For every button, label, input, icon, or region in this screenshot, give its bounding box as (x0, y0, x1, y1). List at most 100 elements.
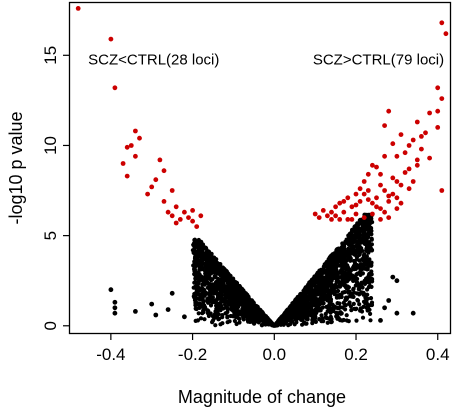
nonsignificant-point (203, 262, 208, 267)
nonsignificant-point (309, 277, 314, 282)
significant-point (386, 215, 392, 221)
significant-point (133, 153, 138, 159)
nonsignificant-point (347, 234, 352, 239)
nonsignificant-point (355, 282, 360, 287)
outlier-point (394, 310, 400, 316)
nonsignificant-point (204, 255, 209, 260)
significant-point (382, 123, 387, 128)
nonsignificant-point (334, 277, 339, 282)
nonsignificant-point (318, 287, 323, 292)
nonsignificant-point (236, 316, 241, 321)
nonsignificant-point (367, 307, 372, 312)
nonsignificant-point (333, 258, 339, 263)
nonsignificant-point (198, 316, 204, 321)
nonsignificant-point (337, 301, 342, 306)
significant-point (165, 209, 171, 215)
significant-point (320, 208, 326, 213)
nonsignificant-point (200, 282, 205, 287)
significant-point (173, 220, 179, 226)
significant-point (398, 200, 404, 206)
nonsignificant-point (344, 313, 349, 318)
nonsignificant-point (272, 323, 277, 328)
nonsignificant-point (225, 320, 230, 325)
significant-point (365, 197, 371, 203)
nonsignificant-point (208, 251, 213, 257)
nonsignificant-point (208, 292, 213, 298)
significant-point (120, 161, 126, 166)
nonsignificant-point (335, 272, 340, 277)
nonsignificant-point (345, 285, 350, 290)
nonsignificant-point (249, 312, 254, 317)
nonsignificant-point (241, 305, 246, 310)
outlier-point (112, 310, 118, 316)
significant-point (394, 179, 400, 184)
nonsignificant-point (232, 312, 237, 317)
nonsignificant-point (365, 217, 370, 223)
nonsignificant-point (224, 305, 229, 310)
nonsignificant-point (367, 280, 372, 285)
nonsignificant-point (294, 300, 299, 305)
nonsignificant-point (321, 264, 327, 269)
significant-point (161, 199, 167, 204)
nonsignificant-point (213, 323, 218, 328)
nonsignificant-point (328, 275, 334, 280)
nonsignificant-point (192, 237, 197, 243)
nonsignificant-point (339, 254, 344, 259)
nonsignificant-point (245, 295, 250, 300)
nonsignificant-point (344, 295, 349, 300)
nonsignificant-point (261, 321, 266, 326)
significant-point (378, 182, 383, 188)
significant-point (390, 141, 396, 147)
significant-point (414, 119, 420, 125)
significant-point (398, 132, 404, 138)
outlier-point (382, 305, 387, 311)
nonsignificant-point (193, 259, 198, 265)
nonsignificant-point (323, 288, 328, 293)
significant-point (435, 125, 441, 130)
nonsignificant-point (363, 295, 368, 300)
nonsignificant-point (200, 251, 205, 256)
significant-point (333, 213, 338, 219)
nonsignificant-point (341, 300, 346, 305)
nonsignificant-point (234, 321, 239, 327)
nonsignificant-point (197, 305, 202, 310)
outlier-point (182, 314, 187, 320)
nonsignificant-point (337, 306, 342, 311)
significant-point (406, 143, 412, 148)
significant-point (337, 200, 343, 206)
nonsignificant-point (252, 305, 257, 310)
nonsignificant-point (196, 237, 201, 243)
nonsignificant-point (350, 228, 355, 234)
significant-point (177, 217, 183, 222)
nonsignificant-point (330, 286, 335, 291)
nonsignificant-point (345, 265, 350, 270)
nonsignificant-point (359, 282, 364, 288)
outlier-point (386, 298, 392, 303)
nonsignificant-point (312, 276, 318, 281)
significant-point (402, 150, 408, 156)
y-axis-title: -log10 p value (6, 111, 26, 224)
nonsignificant-point (197, 262, 202, 267)
significant-point (337, 217, 343, 222)
nonsignificant-point (194, 286, 199, 292)
nonsignificant-point (300, 316, 305, 321)
significant-point (361, 215, 367, 221)
nonsignificant-point (362, 278, 367, 283)
significant-point (357, 186, 363, 192)
annotation-scz-higher: SCZ>CTRL(79 loci) (313, 51, 444, 68)
significant-point (124, 144, 130, 150)
nonsignificant-point (201, 298, 206, 303)
nonsignificant-point (213, 259, 218, 264)
significant-point (423, 130, 428, 136)
nonsignificant-point (343, 253, 348, 258)
outlier-point (149, 301, 155, 307)
nonsignificant-point (369, 284, 374, 289)
nonsignificant-point (261, 313, 266, 318)
x-axis-title: Magnitude of change (178, 387, 346, 407)
nonsignificant-point (340, 277, 345, 282)
nonsignificant-point (317, 297, 322, 302)
nonsignificant-point (367, 277, 372, 282)
significant-point (198, 213, 204, 219)
significant-point (378, 171, 383, 177)
nonsignificant-point (365, 287, 370, 292)
